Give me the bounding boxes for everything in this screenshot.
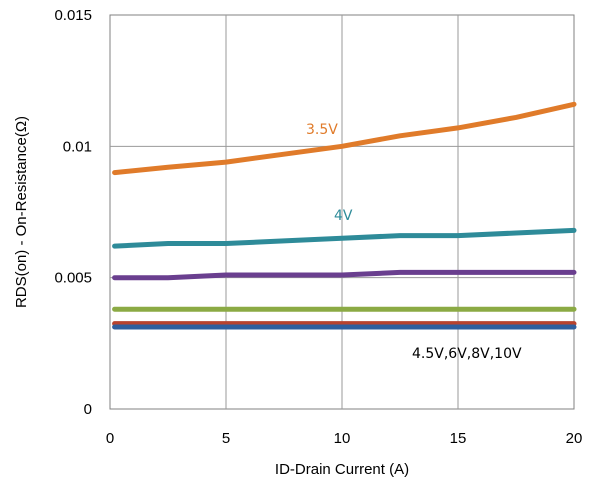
data-series: [112, 101, 577, 330]
tick-labels: 0 5 10 15 20 0 0.005 0.01 0.015: [54, 7, 582, 447]
x-tick-label: 5: [222, 430, 230, 447]
y-tick-label: 0.01: [63, 138, 92, 155]
y-tick-label: 0.015: [54, 7, 92, 24]
x-tick-label: 0: [106, 430, 114, 447]
annotation-3-5v: 3.5V: [306, 122, 338, 138]
series-line-3: [112, 269, 577, 281]
series-line-1: [112, 101, 577, 176]
y-tick-label: 0.005: [54, 270, 92, 287]
x-tick-label: 15: [450, 430, 467, 447]
y-axis-title: RDS(on) - On-Resistance(Ω): [13, 116, 30, 308]
y-tick-label: 0: [84, 401, 92, 418]
series-line-2: [112, 227, 577, 249]
annotation-4-5v-6v-8v-10v: 4.5V,6V,8V,10V: [412, 346, 522, 362]
annotation-4v: 4V: [334, 208, 353, 224]
x-axis-title: ID-Drain Current (A): [275, 461, 409, 478]
x-tick-label: 10: [334, 430, 351, 447]
x-tick-label: 20: [566, 430, 583, 447]
